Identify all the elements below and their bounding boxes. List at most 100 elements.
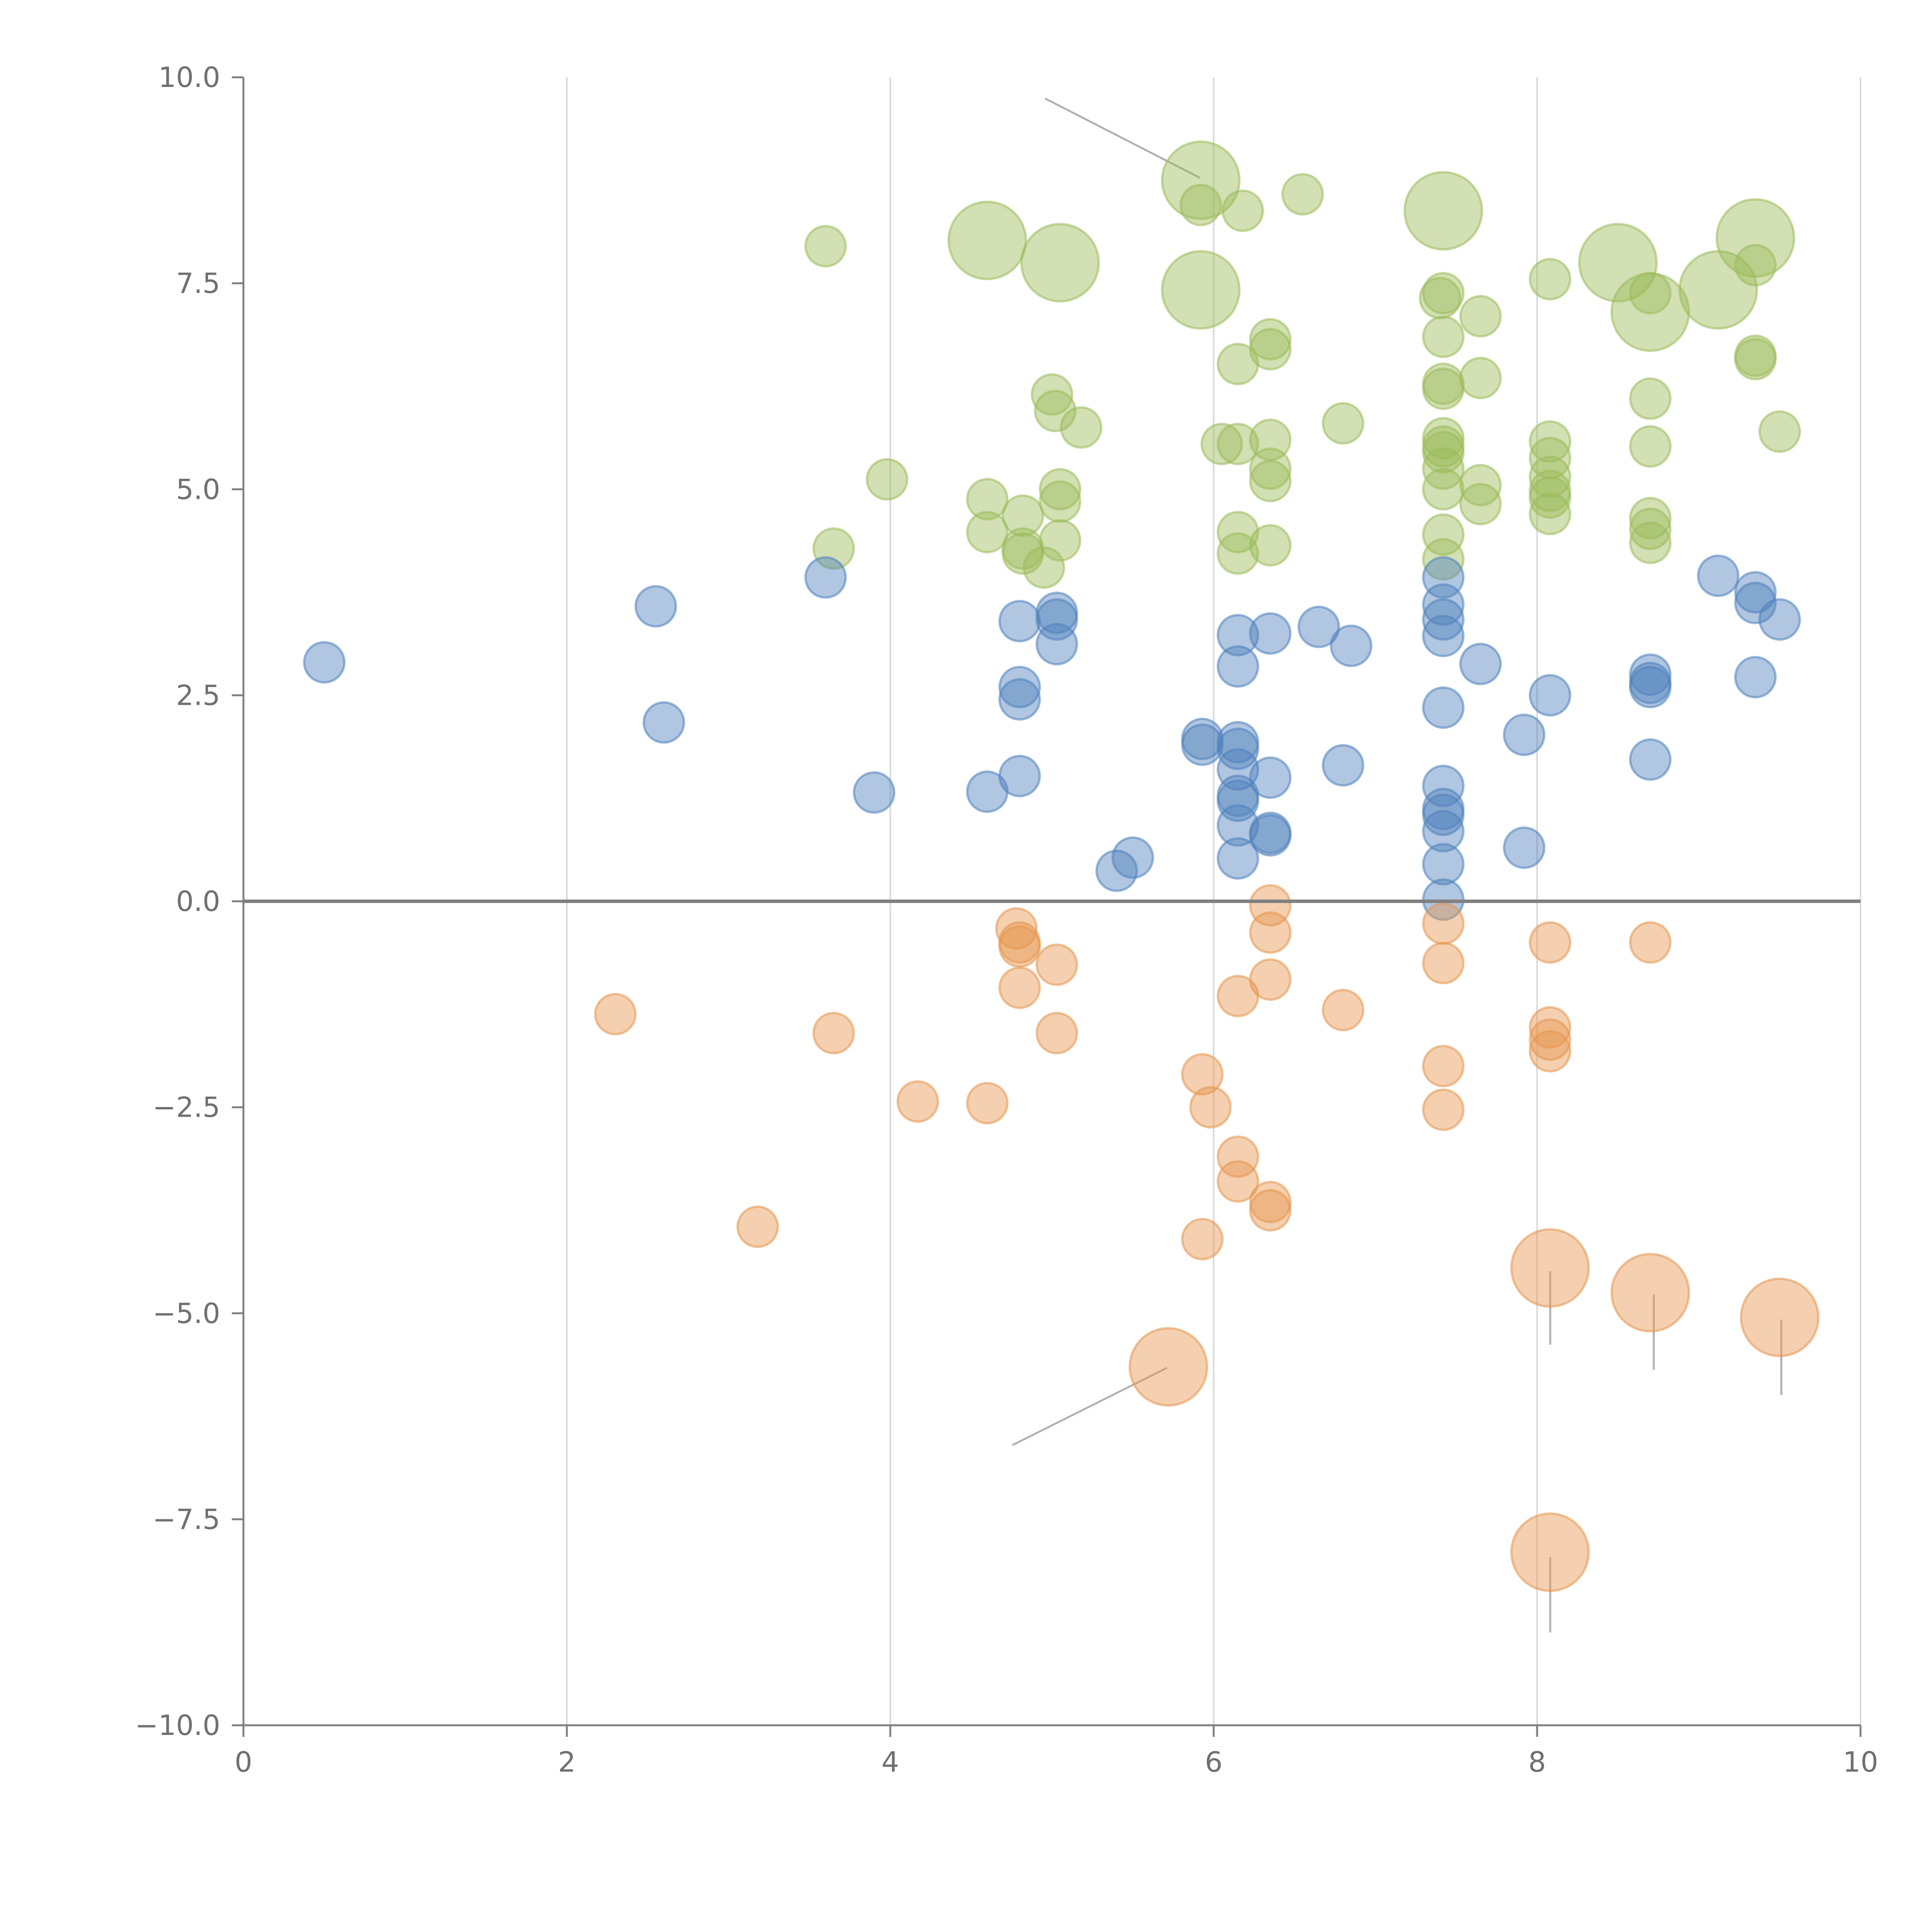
point-green [1250, 461, 1290, 501]
point-blue [1423, 616, 1463, 656]
point-green [1423, 469, 1463, 509]
point-orange [1037, 945, 1077, 985]
point-orange [1530, 922, 1570, 963]
point-orange [595, 994, 636, 1034]
point-blue [1182, 724, 1223, 765]
y-tick-label: 10.0 [158, 61, 220, 94]
point-orange [1511, 1229, 1588, 1306]
point-green [1181, 185, 1221, 225]
point-green [1530, 259, 1570, 299]
point-orange [898, 1082, 938, 1122]
point-blue [1000, 601, 1040, 641]
point-green [1218, 534, 1258, 574]
y-tick-label: −7.5 [153, 1503, 220, 1536]
point-orange [1250, 1190, 1290, 1230]
point-blue [1250, 613, 1290, 653]
point-orange [1037, 1013, 1077, 1053]
point-green [1461, 358, 1501, 398]
point-green [967, 512, 1007, 552]
y-tick-label: 0.0 [176, 885, 220, 918]
point-orange [1423, 1090, 1463, 1130]
point-blue [854, 772, 894, 813]
point-blue [1037, 624, 1077, 664]
scatter-chart: 10.07.55.02.50.0−2.5−5.0−7.5−10.00 2 4 6 8 10 [0, 0, 1932, 1932]
point-blue [1113, 837, 1153, 878]
point-green [1162, 251, 1240, 328]
point-green [1630, 379, 1670, 419]
point-orange [1323, 990, 1363, 1030]
point-orange [1423, 943, 1463, 983]
point-orange [1190, 1087, 1231, 1128]
point-blue [1331, 626, 1371, 666]
point-green [1061, 407, 1101, 447]
point-blue [1000, 756, 1040, 796]
point-green [1323, 403, 1363, 444]
point-green [1461, 484, 1501, 524]
point-orange [1182, 1219, 1223, 1259]
point-green [1423, 369, 1463, 409]
point-blue [1000, 679, 1040, 719]
point-blue [1423, 687, 1463, 728]
point-green [1024, 548, 1064, 588]
x-tick-label: 10 [1843, 1746, 1878, 1778]
point-blue [304, 642, 344, 682]
point-green [1282, 174, 1323, 214]
point-orange [967, 1083, 1007, 1123]
point-orange [1423, 903, 1463, 944]
point-blue [1760, 599, 1800, 639]
point-green [1735, 339, 1776, 379]
point-green [1630, 523, 1670, 563]
point-green [1630, 426, 1670, 466]
point-blue [1423, 844, 1463, 884]
point-blue [1323, 745, 1363, 786]
point-blue [806, 557, 846, 597]
point-orange [1612, 1254, 1689, 1331]
point-green [1423, 317, 1463, 357]
point-orange [1130, 1328, 1207, 1405]
x-tick-label: 4 [881, 1746, 899, 1778]
point-orange [1741, 1279, 1818, 1356]
point-blue [1461, 644, 1501, 684]
point-green [1405, 172, 1482, 249]
point-green [1040, 481, 1080, 522]
point-blue [1250, 815, 1290, 855]
point-orange [738, 1207, 778, 1247]
point-green [1218, 344, 1258, 384]
point-orange [814, 1013, 854, 1053]
point-orange [1511, 1514, 1588, 1591]
point-orange [1000, 968, 1040, 1008]
point-blue [1530, 675, 1570, 715]
x-tick-label: 8 [1528, 1746, 1546, 1778]
points-layer [304, 142, 1818, 1591]
point-green [867, 459, 907, 500]
point-orange [1000, 927, 1040, 967]
point-green [1630, 273, 1670, 313]
y-tick-label: −2.5 [153, 1091, 220, 1124]
point-green [1420, 278, 1460, 318]
point-green [1530, 494, 1570, 534]
point-green [1735, 245, 1776, 285]
point-blue [1735, 657, 1776, 697]
point-blue [1504, 715, 1544, 755]
x-tick-label: 0 [235, 1746, 252, 1778]
point-green [1223, 190, 1263, 231]
point-green [1021, 224, 1099, 301]
point-blue [636, 586, 676, 626]
point-green [1461, 296, 1501, 336]
point-blue [1698, 556, 1738, 596]
point-orange [1250, 913, 1290, 953]
y-tick-label: 7.5 [176, 267, 220, 299]
x-tick-label: 2 [558, 1746, 576, 1778]
x-tick-label: 6 [1205, 1746, 1223, 1778]
y-tick-label: −10.0 [135, 1709, 220, 1742]
point-orange [1423, 1046, 1463, 1086]
point-blue [1250, 758, 1290, 798]
point-blue [1630, 667, 1670, 707]
y-tick-label: −5.0 [153, 1297, 220, 1330]
point-green [949, 202, 1026, 279]
point-green [806, 226, 846, 266]
point-orange [1250, 959, 1290, 1000]
y-tick-label: 2.5 [176, 679, 220, 711]
point-blue [1218, 646, 1258, 687]
point-blue [1504, 828, 1544, 868]
